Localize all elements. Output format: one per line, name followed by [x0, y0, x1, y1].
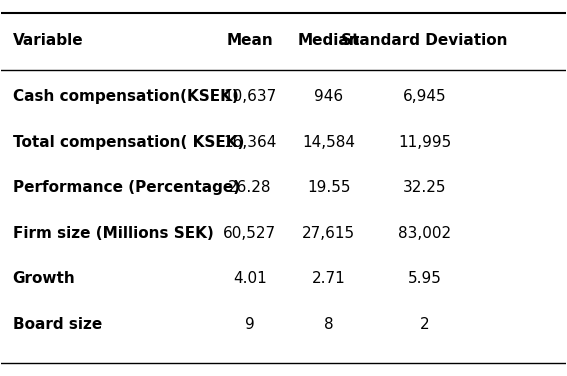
Text: Median: Median [297, 33, 360, 48]
Text: Firm size (Millions SEK): Firm size (Millions SEK) [12, 226, 213, 241]
Text: 26.28: 26.28 [228, 180, 272, 195]
Text: 8: 8 [324, 317, 333, 332]
Text: 946: 946 [314, 89, 343, 104]
Text: 5.95: 5.95 [408, 271, 442, 286]
Text: 83,002: 83,002 [398, 226, 451, 241]
Text: 27,615: 27,615 [302, 226, 355, 241]
Text: Performance (Percentage): Performance (Percentage) [12, 180, 240, 195]
Text: 14,584: 14,584 [302, 135, 355, 150]
Text: Variable: Variable [12, 33, 83, 48]
Text: 32.25: 32.25 [403, 180, 446, 195]
Text: Growth: Growth [12, 271, 75, 286]
Text: 2.71: 2.71 [312, 271, 345, 286]
Text: 4.01: 4.01 [233, 271, 266, 286]
Text: 16,364: 16,364 [223, 135, 276, 150]
Text: Board size: Board size [12, 317, 102, 332]
Text: 2: 2 [420, 317, 429, 332]
Text: Standard Deviation: Standard Deviation [341, 33, 508, 48]
Text: 9: 9 [245, 317, 255, 332]
Text: 10,637: 10,637 [223, 89, 276, 104]
Text: 19.55: 19.55 [307, 180, 350, 195]
Text: Total compensation( KSEK): Total compensation( KSEK) [12, 135, 244, 150]
Text: Cash compensation(KSEK): Cash compensation(KSEK) [12, 89, 238, 104]
Text: Mean: Mean [226, 33, 273, 48]
Text: 11,995: 11,995 [398, 135, 451, 150]
Text: 6,945: 6,945 [403, 89, 446, 104]
Text: 60,527: 60,527 [223, 226, 276, 241]
